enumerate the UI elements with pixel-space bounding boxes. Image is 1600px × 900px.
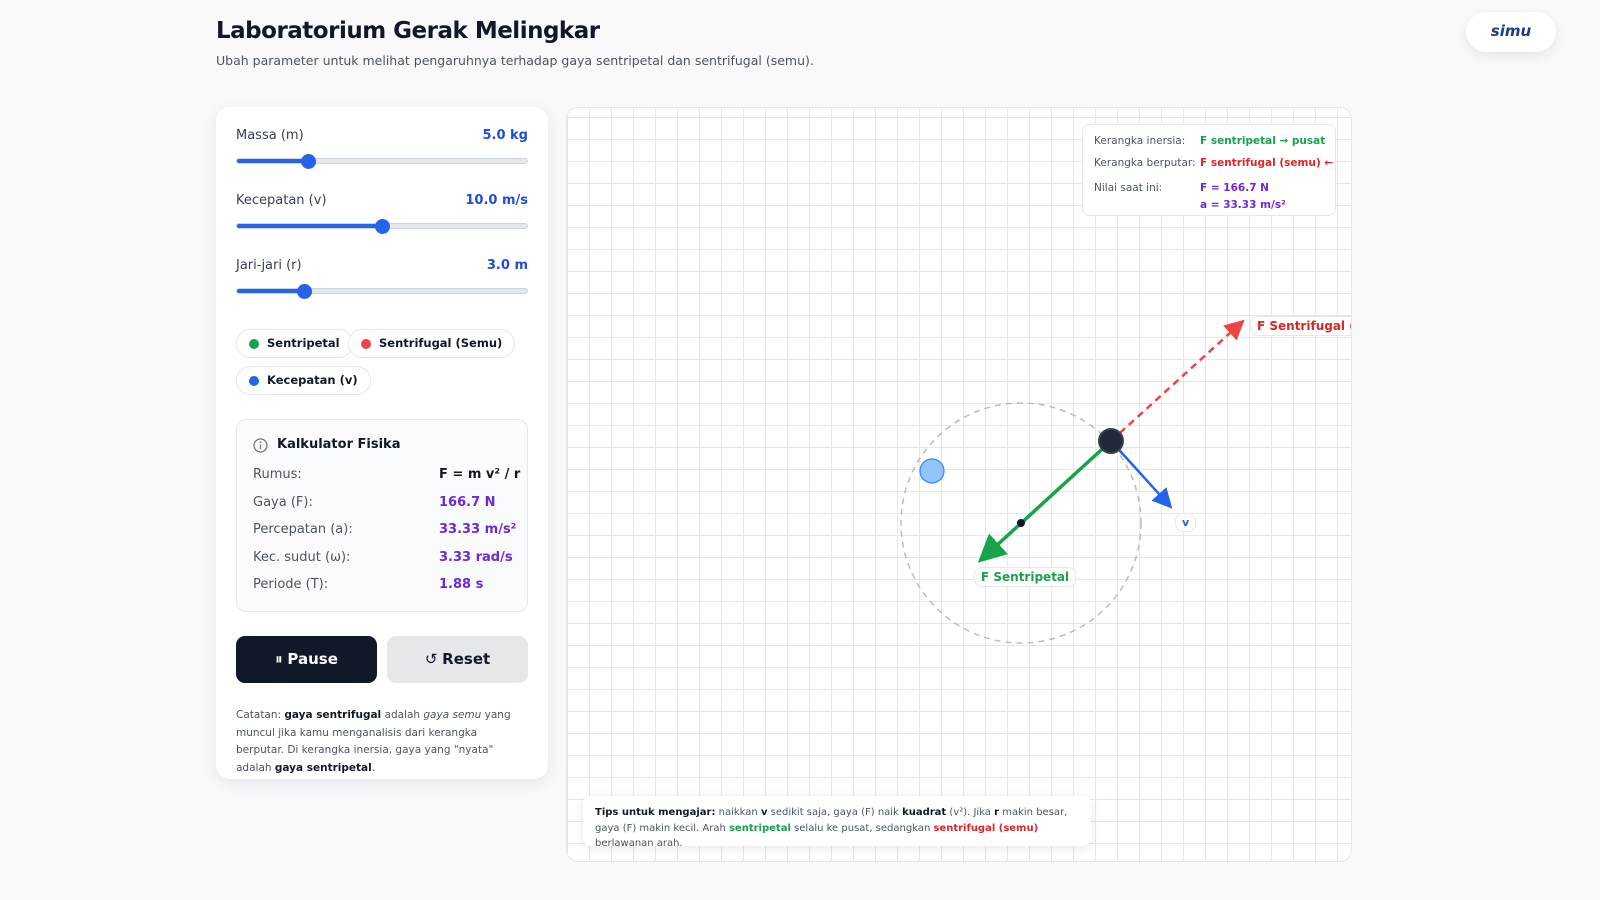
tips-text: sedikit saja, gaya (F) naik: [767, 807, 903, 818]
calc-value: 33.33 m/s²: [439, 522, 517, 537]
center-point: [1017, 519, 1025, 527]
info-value: F sentrifugal (semu) ←: [1200, 157, 1334, 169]
calc-value: 166.7 N: [439, 494, 496, 510]
control-label: Jari-jari (r): [236, 258, 302, 273]
note-italic: gaya semu: [423, 709, 482, 721]
legend-item[interactable]: Sentrifugal (Semu): [348, 329, 516, 358]
calc-label: Percepatan (a):: [253, 522, 353, 537]
note-text: adalah: [381, 709, 424, 721]
velocity-label: v: [1175, 513, 1197, 532]
centripetal-arrow: [977, 439, 1113, 563]
tips-bold: v: [760, 807, 768, 818]
control-value: 3.0 m: [486, 258, 528, 273]
slider[interactable]: [236, 283, 528, 299]
control-label: Massa (m): [236, 128, 304, 143]
tips-bold: kuadrat: [902, 807, 947, 818]
orbit: [900, 402, 1142, 644]
subtitle: Ubah parameter untuk melihat pengaruhnya…: [216, 53, 814, 68]
info-icon: [253, 438, 268, 453]
centripetal-label: F Sentripetal: [974, 567, 1077, 587]
calc-label: Periode (T):: [253, 577, 329, 592]
legend-item[interactable]: Sentripetal: [236, 329, 353, 358]
tips-text: berlawanan arah.: [595, 838, 683, 849]
control-label: Kecepatan (v): [236, 193, 327, 208]
calc-label: Rumus:: [253, 467, 302, 482]
simulation-canvas: F Sentrifugal (Semu) F Sentripetal v Ker…: [566, 107, 1352, 862]
calc-value: 3.33 rad/s: [439, 549, 513, 565]
rotating-mass[interactable]: [1098, 428, 1124, 454]
info-label: Nilai saat ini:: [1094, 182, 1163, 194]
calc-value: F = m v² / r: [439, 467, 521, 482]
slider[interactable]: [236, 153, 528, 169]
legend-label: Sentrifugal (Semu): [379, 336, 503, 350]
calculator-title: Kalkulator Fisika: [277, 437, 401, 452]
note-text: yang muncul jika kamu menganalisis dari …: [236, 709, 511, 774]
legend-label: Sentripetal: [267, 336, 340, 350]
calc-value: 1.88 s: [439, 577, 484, 592]
tips: Tips untuk mengajar: naikkan v sedikit s…: [583, 796, 1091, 849]
calc-label: Gaya (F):: [253, 494, 313, 510]
note-bold: gaya sentrifugal: [284, 709, 382, 721]
info-label: Kerangka inersia:: [1094, 135, 1186, 147]
tips-bold: Tips untuk mengajar:: [595, 807, 716, 818]
centrifugal-label: F Sentrifugal (Semu): [1250, 316, 1351, 336]
info-value: F sentripetal → pusat: [1200, 135, 1326, 147]
calculator: Kalkulator Fisika Rumus: F = m v² / r Gaya…: [236, 419, 528, 612]
legend-label: Kecepatan (v): [267, 373, 358, 387]
control-panel: Massa (m) 5.0 kg Kecepatan (v) 10.0 m/s …: [216, 107, 548, 779]
tips-text: (v²). Jika: [946, 807, 995, 818]
slider[interactable]: [236, 218, 528, 234]
note-text: .: [371, 761, 376, 774]
control-value: 10.0 m/s: [465, 193, 528, 208]
note-text: Catatan:: [236, 709, 285, 721]
button-label: Pause: [287, 650, 338, 668]
diagram: [900, 319, 1245, 644]
tips-bold: r: [994, 807, 1000, 818]
page-title: Laboratorium Gerak Melingkar: [216, 18, 600, 44]
legend-item[interactable]: Kecepatan (v): [236, 366, 371, 395]
velocity-arrow: [1110, 440, 1173, 509]
ghost-ball: [919, 458, 945, 484]
info-box: Kerangka inersia: F sentripetal → pusat …: [1082, 124, 1336, 216]
control-value: 5.0 kg: [482, 128, 528, 143]
centrifugal-arrow: [1110, 319, 1245, 442]
calc-label: Kec. sudut (ω):: [253, 549, 351, 565]
tips-text: makin besar, gaya (F) makin kecil. Arah: [595, 807, 1068, 834]
note: Catatan: gaya sentrifugal adalah gaya se…: [236, 707, 528, 777]
tips-text: selalu ke pusat, sedangkan: [790, 822, 934, 834]
note-bold: gaya sentripetal: [274, 761, 372, 774]
logo[interactable]: simu: [1466, 12, 1556, 52]
reset-button[interactable]: ↺ Reset: [387, 636, 528, 683]
pause-button[interactable]: ⏸ Pause: [236, 636, 377, 683]
tips-text: naikkan: [715, 807, 761, 818]
info-label: Kerangka berputar:: [1094, 157, 1196, 169]
tips-bold: sentripetal: [728, 822, 791, 834]
info-value: a = 33.33 m/s²: [1200, 199, 1286, 211]
info-value: F = 166.7 N: [1200, 182, 1269, 194]
tips-bold: sentrifugal (semu): [933, 822, 1039, 834]
button-label: Reset: [442, 650, 491, 668]
